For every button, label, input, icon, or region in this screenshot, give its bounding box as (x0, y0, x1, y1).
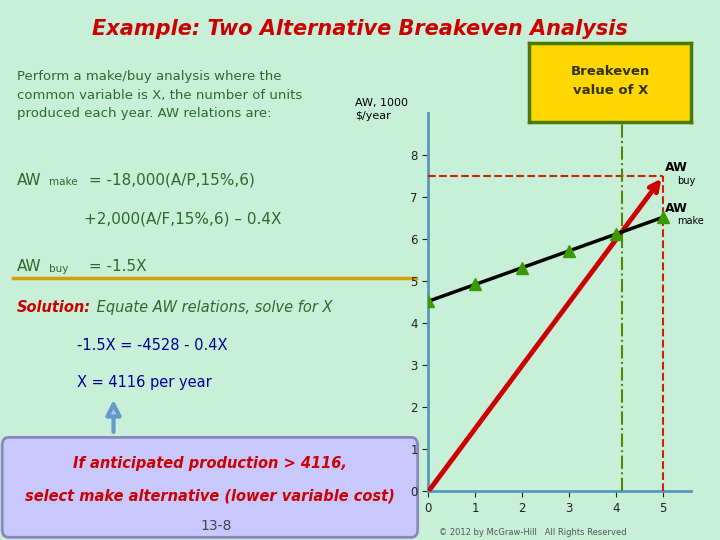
Text: Perform a make/buy analysis where the
common variable is X, the number of units
: Perform a make/buy analysis where the co… (17, 70, 302, 120)
Text: buy: buy (677, 176, 696, 186)
Text: buy: buy (49, 264, 68, 274)
Text: Example: Two Alternative Breakeven Analysis: Example: Two Alternative Breakeven Analy… (92, 19, 628, 39)
Text: AW, 1000
$/year: AW, 1000 $/year (355, 98, 408, 120)
Text: Breakeven
value of X: Breakeven value of X (570, 65, 650, 97)
Text: make: make (49, 177, 78, 187)
Text: AW: AW (17, 259, 42, 274)
Text: AW: AW (665, 202, 688, 215)
Text: X = 4116 per year: X = 4116 per year (77, 375, 212, 390)
Text: Equate AW relations, solve for X: Equate AW relations, solve for X (92, 300, 333, 315)
Text: AW: AW (665, 161, 688, 174)
Text: = -1.5X: = -1.5X (84, 259, 146, 274)
Text: Solution:: Solution: (17, 300, 91, 315)
Text: -1.5X = -4528 - 0.4X: -1.5X = -4528 - 0.4X (77, 338, 228, 353)
Text: 13-8: 13-8 (200, 519, 232, 534)
Text: select make alternative (lower variable cost): select make alternative (lower variable … (25, 489, 395, 504)
Text: If anticipated production > 4116,: If anticipated production > 4116, (73, 456, 347, 471)
Text: make: make (677, 217, 704, 226)
Text: © 2012 by McGraw-Hill   All Rights Reserved: © 2012 by McGraw-Hill All Rights Reserve… (439, 528, 627, 537)
FancyBboxPatch shape (2, 437, 418, 537)
Text: +2,000(A/F,15%,6) – 0.4X: +2,000(A/F,15%,6) – 0.4X (84, 212, 281, 227)
Text: = -18,000(A/P,15%,6): = -18,000(A/P,15%,6) (84, 173, 254, 188)
Text: AW: AW (17, 173, 42, 188)
